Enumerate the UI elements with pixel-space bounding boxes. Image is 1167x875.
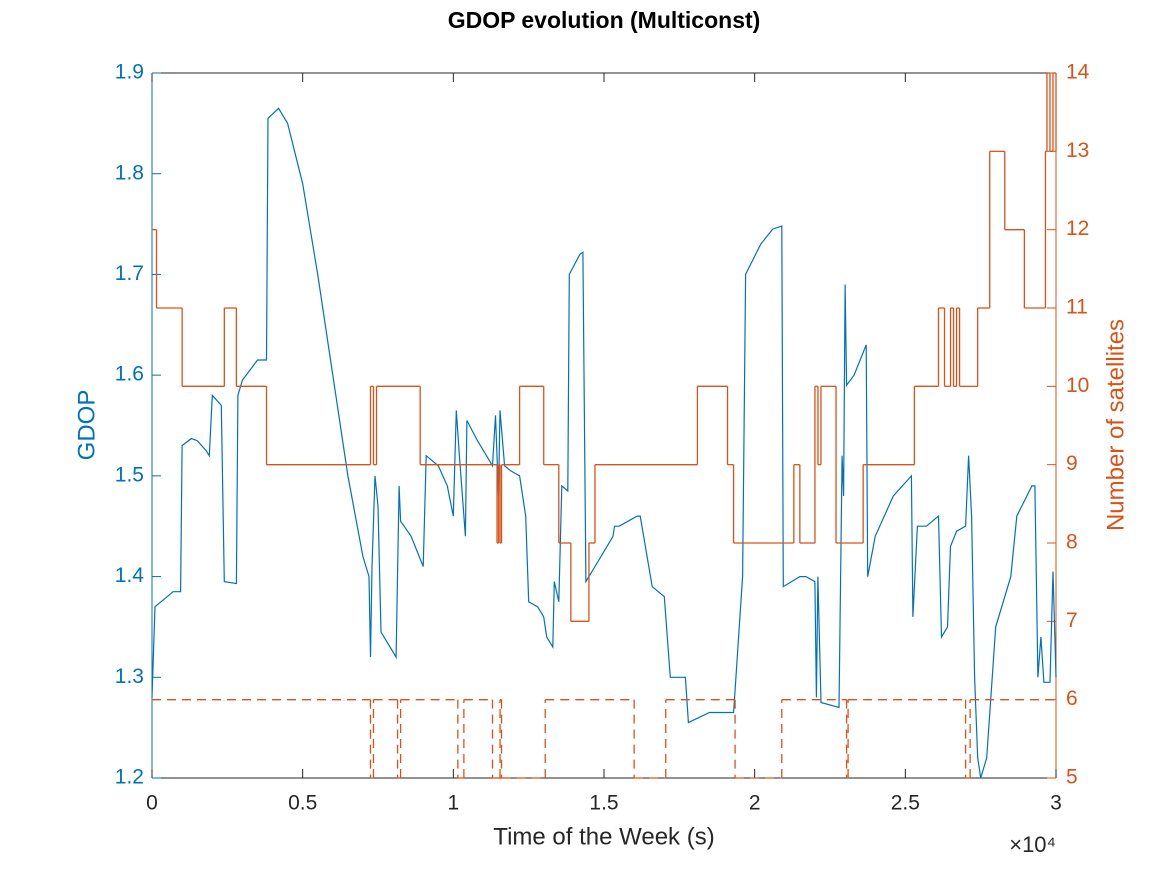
y-tick-label: 1.7 <box>115 262 144 285</box>
x-tick-label: 2 <box>749 792 761 815</box>
y2-tick-label: 9 <box>1066 452 1078 475</box>
y2-tick-label: 7 <box>1066 609 1078 632</box>
y-tick-label: 1.9 <box>115 61 144 84</box>
y-tick-label: 1.2 <box>115 766 144 789</box>
chart-title: GDOP evolution (Multiconst) <box>448 7 761 33</box>
y-tick-label: 1.3 <box>115 665 144 688</box>
y2-tick-label: 6 <box>1066 687 1078 710</box>
y2-tick-label: 5 <box>1066 766 1078 789</box>
y-tick-label: 1.6 <box>115 363 144 386</box>
x-tick-label: 2.5 <box>891 792 920 815</box>
y2-tick-label: 10 <box>1066 374 1089 397</box>
y2-axis-label: Number of satellites <box>1102 319 1129 531</box>
gdop-line <box>151 107 1057 779</box>
x-tick-label: 1.5 <box>589 792 618 815</box>
x-tick-label: 0.5 <box>288 792 317 815</box>
y2-tick-label: 14 <box>1066 61 1090 84</box>
y-tick-label: 1.4 <box>115 564 145 587</box>
y2-tick-label: 12 <box>1066 217 1089 240</box>
x-tick-label: 0 <box>146 792 158 815</box>
y-axis-label: GDOP <box>73 390 100 461</box>
x-tick-label: 1 <box>447 792 459 815</box>
x-tick-label: 3 <box>1050 792 1062 815</box>
y-tick-label: 1.8 <box>115 161 144 184</box>
y2-tick-label: 8 <box>1066 531 1078 554</box>
x-exponent-label: ×10⁴ <box>1009 832 1056 857</box>
y2-tick-label: 13 <box>1066 139 1089 162</box>
y-tick-label: 1.5 <box>115 463 144 486</box>
y2-tick-label: 11 <box>1066 296 1088 319</box>
x-axis-label: Time of the Week (s) <box>493 823 714 850</box>
